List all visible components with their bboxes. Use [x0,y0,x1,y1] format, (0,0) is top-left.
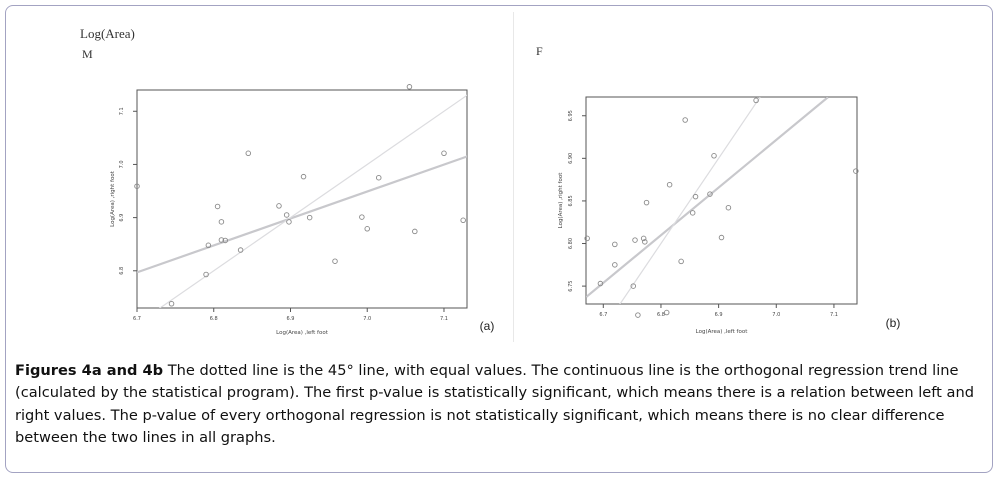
data-point [584,235,590,242]
data-point [332,258,338,264]
data-point [276,203,282,209]
data-point [168,300,175,307]
data-point [692,193,699,200]
data-point [642,239,648,245]
x-tick-label: 7.1 [440,316,448,322]
data-point [612,262,618,268]
data-point [218,237,225,243]
x-axis-label: Log(Area) ,left foot [276,330,329,336]
data-point [643,199,650,206]
data-point [725,204,732,211]
panel-tag: (b) [886,316,901,330]
x-tick-label: 6.7 [133,316,141,322]
x-tick-label: 6.9 [287,316,295,322]
data-point [753,97,759,104]
caption-label: Figures 4a and 4b [15,362,164,379]
data-point [237,247,244,253]
equality-line [158,94,467,308]
x-tick-label: 7.0 [363,316,371,322]
data-point [375,174,382,181]
y-tick-label: 6.95 [568,110,574,121]
data-point [630,283,637,289]
data-point [245,150,252,157]
x-axis-label: Log(Area) ,left foot [696,329,749,335]
plot-frame [585,96,858,305]
data-point [707,191,713,197]
y-tick-label: 6.9 [119,214,125,222]
data-point [134,183,140,189]
data-point [460,217,466,224]
y-tick-label: 6.8 [119,267,125,275]
x-tick-label: 6.7 [599,312,607,318]
data-point [597,280,604,287]
data-point [222,237,229,244]
x-tick-label: 7.0 [772,312,780,318]
chart-panel-a: M (a) 6.7 6.8 6.9 7.0 7.1 6.8 6.9 7.0 7.1 Log(Area)… [82,47,494,336]
data-point [205,242,212,249]
x-tick-label: 7.1 [830,312,838,318]
data-point [678,258,684,265]
regression-line [137,155,467,274]
data-point [218,219,225,225]
y-axis-label: Log(Area) ,right foot [558,172,564,229]
panel-title: F [536,44,543,58]
panel-divider [513,12,514,342]
data-point [364,226,370,232]
data-point [612,241,618,248]
data-point [635,312,641,318]
data-point [632,237,638,243]
data-point [711,153,717,159]
x-tick-label: 6.8 [210,316,218,322]
x-tick-label: 6.9 [715,312,723,318]
panel-title: M [82,47,93,61]
regression-line [586,97,829,299]
data-point [283,212,290,218]
data-point [359,214,365,220]
data-point [300,173,307,180]
panel-tag: (a) [480,319,495,333]
data-point [441,150,447,157]
y-tick-label: 6.80 [568,238,574,249]
data-point [203,271,209,278]
y-tick-label: 7.0 [119,160,125,168]
data-point [214,203,221,210]
equality-line [619,97,761,304]
figure-caption: Figures 4a and 4b The dotted line is the… [15,360,980,449]
data-point [853,168,859,174]
data-point [306,214,313,221]
figure-frame [5,5,993,473]
data-point [718,234,725,241]
data-point [640,235,647,242]
caption-text: The dotted line is the 45° line, with eq… [15,362,974,446]
figure-charts: Log(Area) M (a) 6.7 6.8 6.9 7.0 7.1 6.8 6.9 7.0 7.… [80,26,900,336]
y-tick-label: 7.1 [119,107,125,115]
y-tick-label: 6.90 [568,153,574,164]
x-tick-label: 6.8 [657,312,665,318]
data-point [689,210,696,216]
data-point [286,219,292,225]
data-point [663,309,670,316]
data-point [406,84,413,90]
plot-frame [136,89,468,309]
chart-panel-b: F (b) 6.7 6.8 6.9 7.0 7.1 6.75 6.80 6.85 6.90 6.95 L… [536,44,900,335]
data-point [412,228,418,235]
figure-top-label: Log(Area) [80,26,135,41]
data-point [682,117,688,123]
data-point [666,181,673,188]
y-tick-label: 6.75 [568,281,574,292]
y-axis-label: Log(Area) ,right foot [110,170,116,227]
y-tick-label: 6.85 [568,195,574,206]
